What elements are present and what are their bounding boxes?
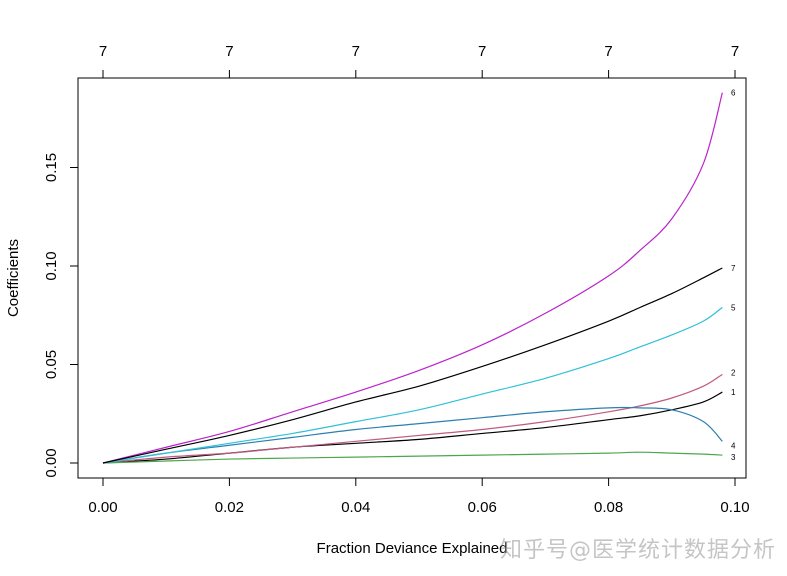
series-end-label-5: 5 <box>731 303 736 312</box>
x-tick-label: 0.10 <box>720 499 749 516</box>
x-axis-label: Fraction Deviance Explained <box>317 540 508 557</box>
y-axis: 0.00 0.05 0.10 0.15 <box>43 153 79 478</box>
series-end-labels: 1 2 3 4 5 6 7 <box>731 89 736 462</box>
top-axis: 7 7 7 7 7 7 <box>99 43 739 79</box>
series-end-label-6: 6 <box>731 89 736 98</box>
x-tick-label: 0.04 <box>341 499 370 516</box>
series-end-label-3: 3 <box>731 453 736 462</box>
series-lines <box>102 92 723 464</box>
series-end-label-4: 4 <box>731 441 736 450</box>
x-tick-label: 0.00 <box>88 499 117 516</box>
top-tick-label: 7 <box>731 43 739 60</box>
y-tick-label: 0.00 <box>43 448 60 477</box>
top-tick-label: 7 <box>99 43 107 60</box>
series-end-label-2: 2 <box>731 368 736 377</box>
x-tick-label: 0.08 <box>594 499 623 516</box>
y-tick-label: 0.15 <box>43 153 60 182</box>
series-line-6 <box>102 92 723 464</box>
y-tick-label: 0.10 <box>43 251 60 280</box>
x-tick-label: 0.02 <box>215 499 244 516</box>
series-line-3 <box>102 451 723 464</box>
x-tick-label: 0.06 <box>468 499 497 516</box>
series-line-7 <box>102 267 723 464</box>
series-line-2 <box>102 373 723 464</box>
top-tick-label: 7 <box>225 43 233 60</box>
top-tick-label: 7 <box>604 43 612 60</box>
y-tick-label: 0.05 <box>43 350 60 379</box>
plot-frame <box>77 77 747 479</box>
top-tick-label: 7 <box>478 43 486 60</box>
x-axis: 0.00 0.02 0.04 0.06 0.08 0.10 <box>88 477 750 516</box>
series-end-label-1: 1 <box>731 388 736 397</box>
series-line-5 <box>102 306 723 464</box>
top-tick-label: 7 <box>352 43 360 60</box>
series-end-label-7: 7 <box>731 264 736 273</box>
series-line-4 <box>102 406 723 464</box>
y-axis-label: Coefficients <box>5 239 22 317</box>
watermark: 知乎号@医学统计数据分析 <box>500 538 777 563</box>
